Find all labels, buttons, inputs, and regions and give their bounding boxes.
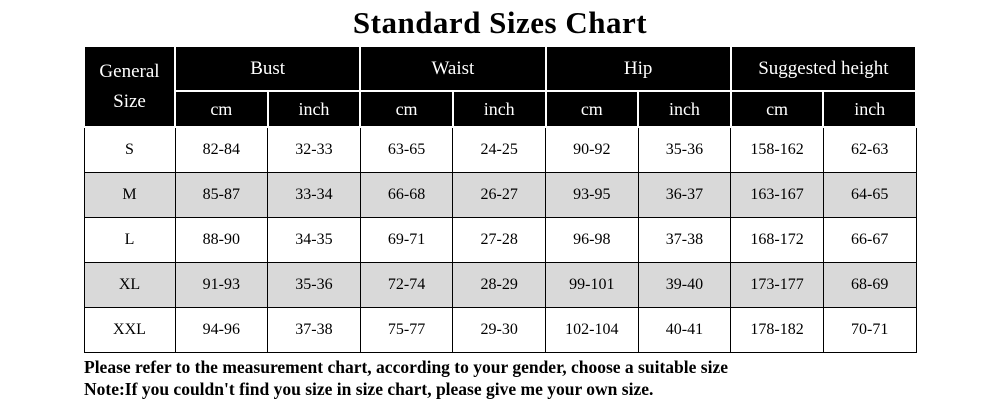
cell-value: 85-87 xyxy=(174,171,269,218)
size-label: M xyxy=(83,171,176,218)
cell-value: 82-84 xyxy=(174,126,269,173)
header-waist-cm: cm xyxy=(359,90,454,128)
cell-value: 66-68 xyxy=(359,171,454,218)
cell-value: 102-104 xyxy=(545,306,639,353)
footer-notes: Please refer to the measurement chart, a… xyxy=(84,356,1000,400)
header-suggested-height: Suggested height xyxy=(729,45,918,92)
cell-value: 168-172 xyxy=(730,216,824,263)
table-row-l: L 88-90 34-35 69-71 27-28 96-98 37-38 16… xyxy=(83,216,917,263)
header-height-inch: inch xyxy=(822,90,917,128)
cell-value: 173-177 xyxy=(730,261,824,308)
cell-value: 29-30 xyxy=(452,306,546,353)
cell-value: 35-36 xyxy=(637,126,732,173)
cell-value: 37-38 xyxy=(267,306,361,353)
cell-value: 68-69 xyxy=(822,261,917,308)
table-row-xl: XL 91-93 35-36 72-74 28-29 99-101 39-40 … xyxy=(83,261,917,308)
table-body: S 82-84 32-33 63-65 24-25 90-92 35-36 15… xyxy=(83,126,917,353)
size-label: XL xyxy=(83,261,176,308)
cell-value: 64-65 xyxy=(822,171,917,218)
cell-value: 163-167 xyxy=(730,171,824,218)
size-label: L xyxy=(83,216,176,263)
cell-value: 158-162 xyxy=(730,126,824,173)
cell-value: 88-90 xyxy=(174,216,269,263)
header-bust-cm: cm xyxy=(174,90,269,128)
page-title: Standard Sizes Chart xyxy=(352,5,648,40)
cell-value: 178-182 xyxy=(730,306,824,353)
cell-value: 28-29 xyxy=(452,261,546,308)
header-hip-cm: cm xyxy=(544,90,640,128)
header-hip: Hip xyxy=(544,45,732,92)
size-label: S xyxy=(83,126,176,173)
cell-value: 75-77 xyxy=(359,306,454,353)
cell-value: 26-27 xyxy=(452,171,546,218)
cell-value: 37-38 xyxy=(637,216,732,263)
cell-value: 93-95 xyxy=(545,171,639,218)
cell-value: 24-25 xyxy=(452,126,546,173)
standard-sizes-table: General Size Bust Waist Hip Suggested he… xyxy=(83,45,918,353)
cell-value: 39-40 xyxy=(637,261,732,308)
table-header: General Size Bust Waist Hip Suggested he… xyxy=(83,45,918,128)
footer-note-line2: Note:If you couldn't find you size in si… xyxy=(84,378,654,399)
header-height-cm: cm xyxy=(729,90,825,128)
cell-value: 40-41 xyxy=(637,306,732,353)
header-general-size: General Size xyxy=(83,45,176,128)
cell-value: 27-28 xyxy=(452,216,546,263)
cell-value: 96-98 xyxy=(545,216,639,263)
cell-value: 66-67 xyxy=(822,216,917,263)
table-row-m: M 85-87 33-34 66-68 26-27 93-95 36-37 16… xyxy=(83,171,917,218)
cell-value: 63-65 xyxy=(359,126,454,173)
cell-value: 34-35 xyxy=(267,216,361,263)
cell-value: 94-96 xyxy=(174,306,269,353)
header-waist: Waist xyxy=(359,45,547,92)
cell-value: 70-71 xyxy=(822,306,917,353)
header-group-row: General Size Bust Waist Hip Suggested he… xyxy=(83,45,918,128)
footer-note-line1: Please refer to the measurement chart, a… xyxy=(84,356,728,377)
table-row-xxl: XXL 94-96 37-38 75-77 29-30 102-104 40-4… xyxy=(83,306,917,353)
cell-value: 35-36 xyxy=(267,261,361,308)
cell-value: 69-71 xyxy=(359,216,454,263)
header-waist-inch: inch xyxy=(451,90,547,128)
cell-value: 91-93 xyxy=(174,261,269,308)
cell-value: 72-74 xyxy=(359,261,454,308)
cell-value: 36-37 xyxy=(637,171,732,218)
header-bust: Bust xyxy=(173,45,362,92)
cell-value: 32-33 xyxy=(267,126,361,173)
header-hip-inch: inch xyxy=(637,90,732,128)
cell-value: 62-63 xyxy=(822,126,917,173)
cell-value: 33-34 xyxy=(267,171,361,218)
table-row-s: S 82-84 32-33 63-65 24-25 90-92 35-36 15… xyxy=(83,126,917,173)
header-unit-row: cm inch cm inch cm inch cm inch xyxy=(84,90,917,128)
cell-value: 99-101 xyxy=(545,261,639,308)
cell-value: 90-92 xyxy=(545,126,639,173)
header-bust-inch: inch xyxy=(266,90,362,128)
size-label: XXL xyxy=(83,306,176,353)
